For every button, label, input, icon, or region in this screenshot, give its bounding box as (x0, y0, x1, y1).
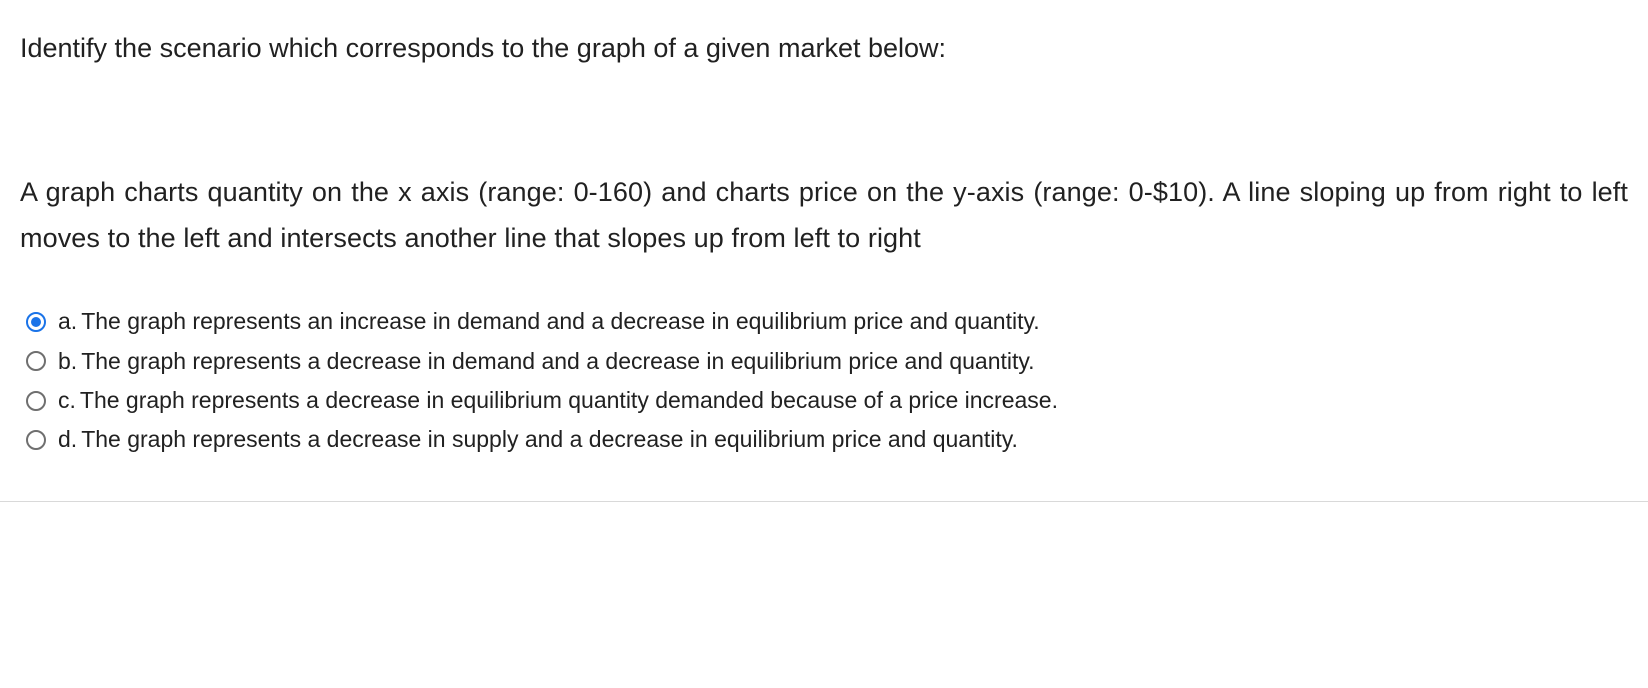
option-letter: d. (58, 426, 77, 452)
option-b[interactable]: b.The graph represents a decrease in dem… (26, 345, 1628, 378)
option-label: b.The graph represents a decrease in dem… (58, 345, 1035, 378)
option-label: d.The graph represents a decrease in sup… (58, 423, 1018, 456)
option-letter: c. (58, 387, 76, 413)
option-d[interactable]: d.The graph represents a decrease in sup… (26, 423, 1628, 456)
option-letter: b. (58, 348, 77, 374)
option-text: The graph represents a decrease in suppl… (81, 426, 1018, 452)
option-label: a.The graph represents an increase in de… (58, 305, 1040, 338)
option-label: c.The graph represents a decrease in equ… (58, 384, 1058, 417)
option-letter: a. (58, 308, 77, 334)
option-text: The graph represents an increase in dema… (81, 308, 1040, 334)
radio-selected-icon (26, 312, 46, 332)
option-a[interactable]: a.The graph represents an increase in de… (26, 305, 1628, 338)
question-prompt: Identify the scenario which corresponds … (20, 28, 1628, 69)
option-c[interactable]: c.The graph represents a decrease in equ… (26, 384, 1628, 417)
radio-unselected-icon (26, 351, 46, 371)
option-text: The graph represents a decrease in equil… (80, 387, 1058, 413)
question-description: A graph charts quantity on the x axis (r… (20, 169, 1628, 262)
question-container: Identify the scenario which corresponds … (0, 0, 1648, 530)
radio-unselected-icon (26, 430, 46, 450)
section-divider (0, 501, 1648, 502)
option-text: The graph represents a decrease in deman… (81, 348, 1034, 374)
options-list: a.The graph represents an increase in de… (20, 305, 1628, 456)
radio-unselected-icon (26, 391, 46, 411)
